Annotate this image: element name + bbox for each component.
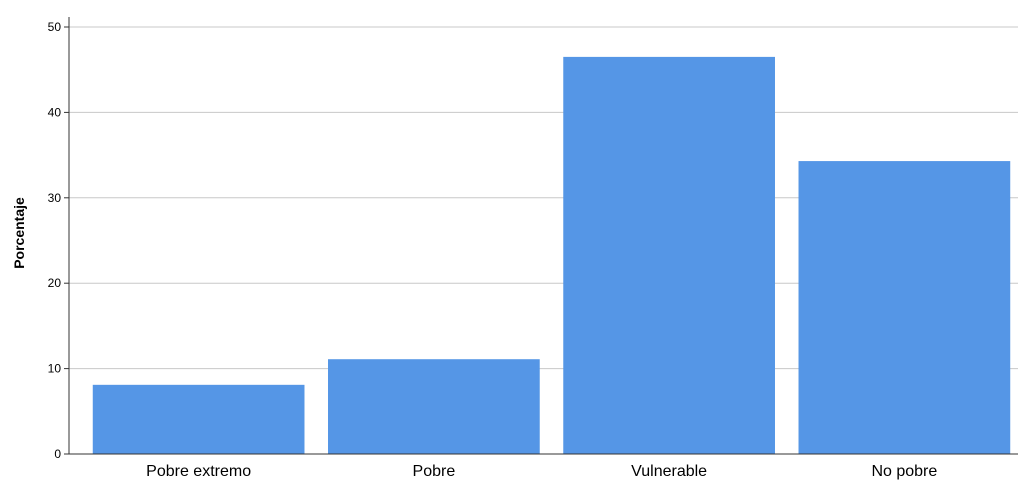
bars [92, 56, 1011, 454]
axes [64, 17, 1018, 455]
y-tick-label: 10 [48, 362, 62, 376]
y-tick-labels: 0 10 20 30 40 50 [48, 20, 62, 461]
y-axis-title: Porcentaje [11, 197, 27, 269]
y-tick-label: 30 [48, 191, 62, 205]
bar [563, 56, 775, 454]
x-tick-labels: Pobre extremo Pobre Vulnerable No pobre [146, 463, 937, 480]
x-tick-label: Pobre extremo [146, 463, 251, 480]
bar [328, 359, 540, 454]
y-tick-label: 50 [48, 20, 62, 34]
bar [92, 384, 305, 454]
x-tick-label: Vulnerable [631, 463, 707, 480]
y-tick-label: 20 [48, 276, 62, 290]
y-tick-label: 40 [48, 105, 62, 119]
y-tick-label: 0 [54, 447, 61, 461]
x-tick-label: No pobre [871, 463, 937, 480]
x-tick-label: Pobre [413, 463, 456, 480]
bar [798, 161, 1011, 454]
